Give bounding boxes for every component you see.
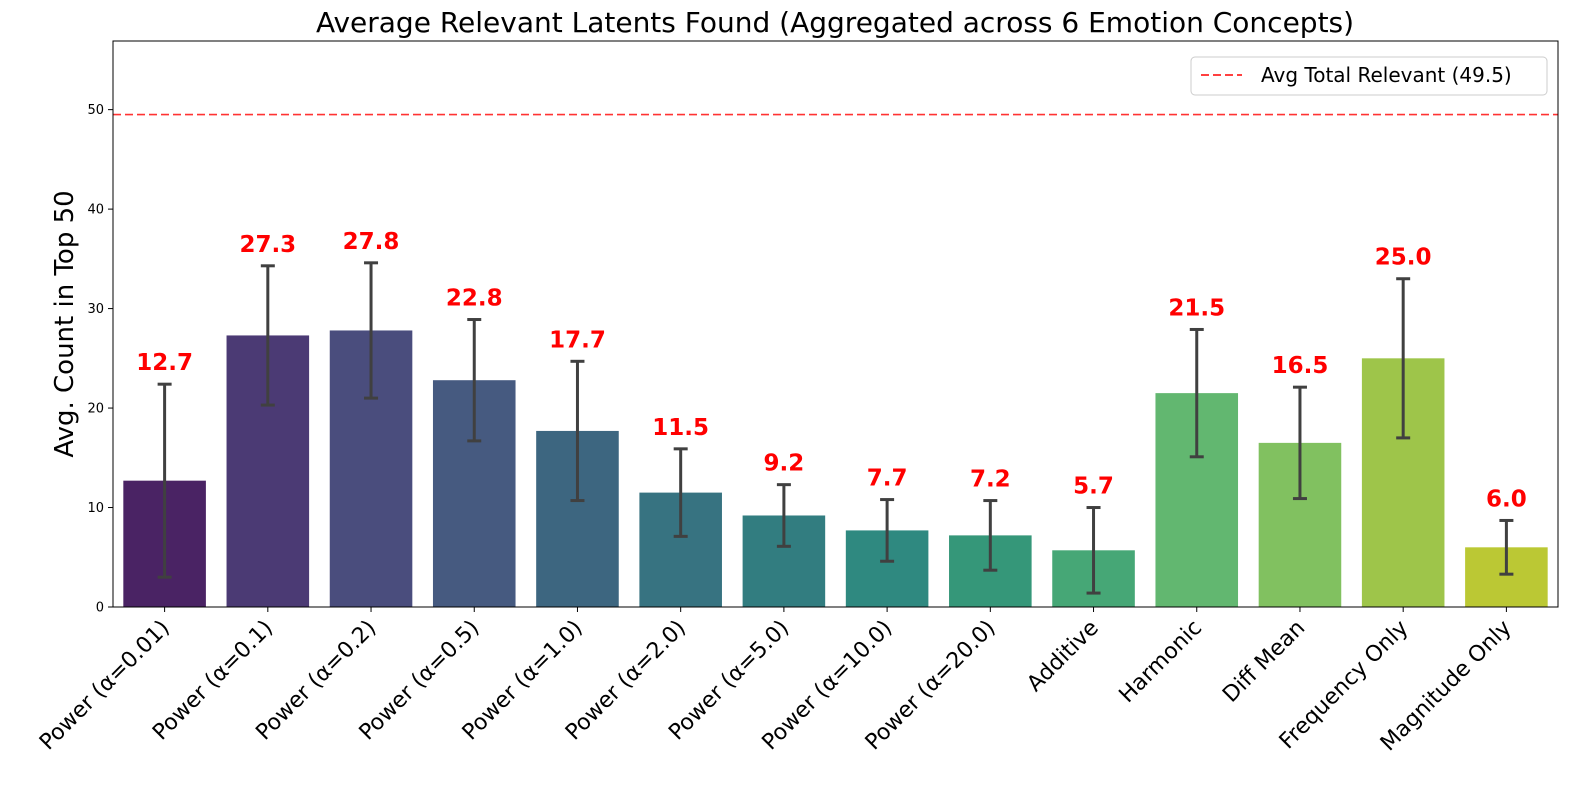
error-bar — [776, 483, 791, 548]
y-tick-label: 50 — [87, 103, 104, 118]
error-bar — [467, 318, 482, 443]
y-tick-label: 20 — [87, 402, 104, 417]
chart-title: Average Relevant Latents Found (Aggregat… — [316, 6, 1354, 39]
data-label: 7.2 — [970, 467, 1011, 493]
error-bar — [157, 382, 172, 579]
y-tick-label: 40 — [87, 203, 104, 218]
error-bar — [1499, 518, 1514, 576]
y-tick-label: 10 — [87, 501, 104, 516]
data-label: 6.0 — [1486, 486, 1527, 512]
x-tick-label: Harmonic — [1115, 616, 1207, 708]
data-label: 11.5 — [652, 415, 709, 441]
data-label: 25.0 — [1375, 245, 1432, 271]
data-label: 9.2 — [764, 451, 805, 477]
error-bar — [1292, 385, 1307, 501]
x-axis: Power (α=0.01)Power (α=0.1)Power (α=0.2)… — [35, 607, 1517, 756]
error-bar — [570, 359, 585, 503]
y-tick-label: 30 — [87, 302, 104, 317]
bars-group — [123, 330, 1548, 607]
error-bars-group — [157, 261, 1514, 595]
data-label: 21.5 — [1168, 295, 1225, 321]
data-label: 27.3 — [239, 232, 296, 258]
y-axis: 0 10 20 30 40 50 — [87, 103, 113, 616]
error-bar — [260, 264, 275, 407]
error-bar — [1086, 506, 1101, 595]
data-label: 12.7 — [136, 350, 193, 376]
legend-label: Avg Total Relevant (49.5) — [1261, 63, 1512, 87]
x-tick-label: Diff Mean — [1218, 616, 1310, 708]
error-bar — [364, 261, 379, 400]
data-label: 17.7 — [549, 327, 606, 353]
data-label: 22.8 — [446, 286, 503, 312]
data-label: 16.5 — [1272, 353, 1329, 379]
error-bar — [673, 447, 688, 538]
error-bar — [880, 498, 895, 563]
error-bar — [1189, 327, 1204, 459]
y-tick-label: 0 — [96, 601, 104, 616]
data-label: 27.8 — [343, 229, 400, 255]
data-label: 5.7 — [1073, 474, 1114, 500]
x-tick-label: Additive — [1022, 616, 1103, 697]
error-bar — [983, 499, 998, 572]
error-bar — [1396, 277, 1411, 440]
data-labels-group: 12.7 27.3 27.8 22.8 17.7 11.5 9.2 7.7 7.2 5.7 21.5… — [136, 229, 1527, 513]
y-axis-label: Avg. Count in Top 50 — [50, 190, 80, 457]
plot-frame — [112, 40, 1559, 608]
legend: Avg Total Relevant (49.5) — [1190, 56, 1548, 96]
data-label: 7.7 — [867, 466, 908, 492]
